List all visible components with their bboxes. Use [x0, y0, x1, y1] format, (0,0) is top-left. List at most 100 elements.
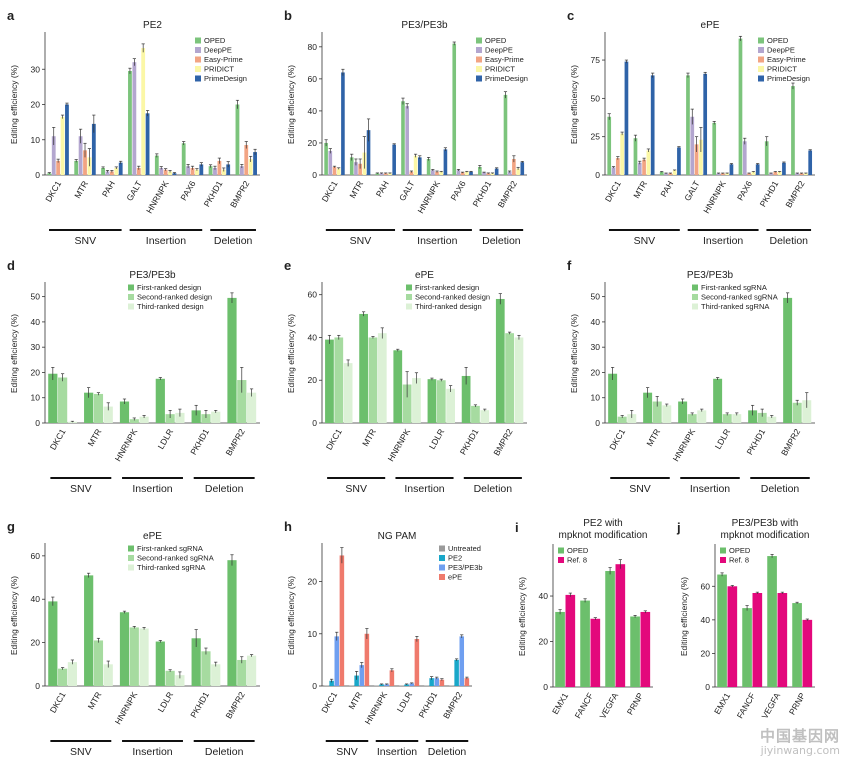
x-tick-label: PKHD1 — [744, 427, 767, 457]
bar — [227, 560, 237, 686]
legend-swatch — [128, 303, 134, 310]
legend-swatch — [558, 557, 564, 563]
bar — [469, 171, 473, 175]
bar — [237, 659, 247, 686]
group-label: SNV — [345, 483, 367, 495]
bar — [464, 678, 470, 686]
bar — [172, 173, 177, 175]
legend-label: Ref. 8 — [729, 556, 749, 565]
bar — [51, 136, 56, 175]
legend-swatch — [195, 47, 201, 53]
y-axis-label: Editing efficiency (%) — [9, 314, 19, 393]
bar — [769, 173, 773, 175]
watermark-chinese: 中国基因网 — [759, 727, 840, 746]
legend-swatch — [128, 555, 134, 561]
bar — [615, 564, 626, 687]
x-tick-label: HNRNPK — [363, 690, 390, 726]
bar — [507, 171, 512, 175]
y-tick-label: 40 — [591, 317, 601, 327]
bar — [792, 603, 802, 687]
legend-swatch — [128, 294, 134, 300]
panel-letter: i — [515, 520, 519, 535]
bar — [465, 171, 469, 175]
bar — [118, 162, 123, 175]
group-label: SNV — [629, 483, 651, 495]
bar — [237, 380, 247, 423]
y-tick-label: 60 — [701, 581, 711, 591]
x-tick-label: FANCF — [573, 691, 596, 720]
bar — [332, 166, 337, 175]
y-tick-label: 0 — [312, 681, 317, 691]
y-tick-label: 20 — [31, 100, 41, 110]
legend-swatch — [720, 557, 726, 563]
bar — [129, 419, 139, 423]
x-tick-label: BMPR2 — [228, 179, 251, 210]
bar — [767, 416, 777, 423]
legend-swatch — [692, 294, 698, 300]
bar — [802, 400, 812, 423]
panel-letter: g — [7, 519, 15, 534]
panel-letter: j — [676, 520, 681, 535]
x-tick-label: PAH — [658, 179, 675, 199]
bar — [429, 678, 434, 686]
bar — [211, 411, 221, 423]
chart-title: ePE — [701, 20, 720, 31]
bar — [630, 616, 640, 687]
group-label: Insertion — [703, 235, 743, 247]
legend-swatch — [692, 284, 698, 291]
x-tick-label: DKC1 — [48, 690, 68, 715]
bar — [226, 164, 231, 175]
x-tick-label: BMPR2 — [496, 179, 519, 210]
legend-swatch — [195, 56, 201, 63]
legend-label: Second-ranked design — [137, 293, 212, 302]
bar — [633, 138, 638, 175]
y-tick-label: 60 — [308, 290, 318, 300]
y-tick-label: 40 — [539, 591, 549, 601]
bar — [686, 75, 690, 175]
chart-title-cont: mpknot modification — [721, 530, 810, 541]
group-label: SNV — [634, 235, 656, 247]
legend-label: First-ranked sgRNA — [137, 544, 203, 553]
bar — [555, 611, 565, 687]
bar — [359, 665, 365, 686]
bar — [93, 393, 104, 423]
y-axis-label: Editing efficiency (%) — [286, 576, 296, 655]
legend-label: Untreated — [448, 544, 481, 553]
bar — [495, 298, 505, 423]
x-tick-label: PKHD1 — [188, 427, 211, 457]
y-tick-label: 10 — [308, 629, 318, 639]
bar — [155, 641, 165, 686]
bar — [490, 173, 495, 175]
legend-label: DeepPE — [485, 46, 513, 55]
y-tick-label: 0 — [312, 418, 317, 428]
bar — [399, 685, 404, 686]
bar — [354, 675, 359, 686]
bar — [336, 168, 341, 175]
bar — [139, 416, 149, 423]
bar — [165, 670, 175, 686]
y-tick-label: 0 — [543, 682, 548, 692]
bar — [199, 164, 204, 175]
panel-c: c ePE 0 25 50 75 Editing efficiency (%) DKC1 MTR… — [567, 8, 815, 247]
bar — [74, 160, 79, 175]
y-tick-label: 60 — [308, 74, 318, 84]
bar — [503, 94, 508, 175]
watermark-url: jiyinwang.com — [760, 743, 840, 757]
bar — [687, 414, 697, 423]
bar — [379, 173, 384, 175]
bar — [383, 173, 388, 175]
legend-swatch — [758, 37, 764, 44]
bar — [47, 173, 52, 175]
panel-letter: c — [567, 8, 574, 23]
bar — [791, 86, 795, 175]
bar — [393, 350, 403, 423]
panel-g: g ePE 0 20 40 60 Editing efficiency (%) DKC1 MTR… — [7, 519, 260, 758]
x-tick-label: MTR — [644, 427, 662, 448]
bar — [329, 680, 334, 686]
legend-label: First-ranked design — [415, 283, 479, 292]
bar — [358, 163, 362, 175]
bar — [668, 173, 673, 175]
bar — [712, 122, 717, 175]
